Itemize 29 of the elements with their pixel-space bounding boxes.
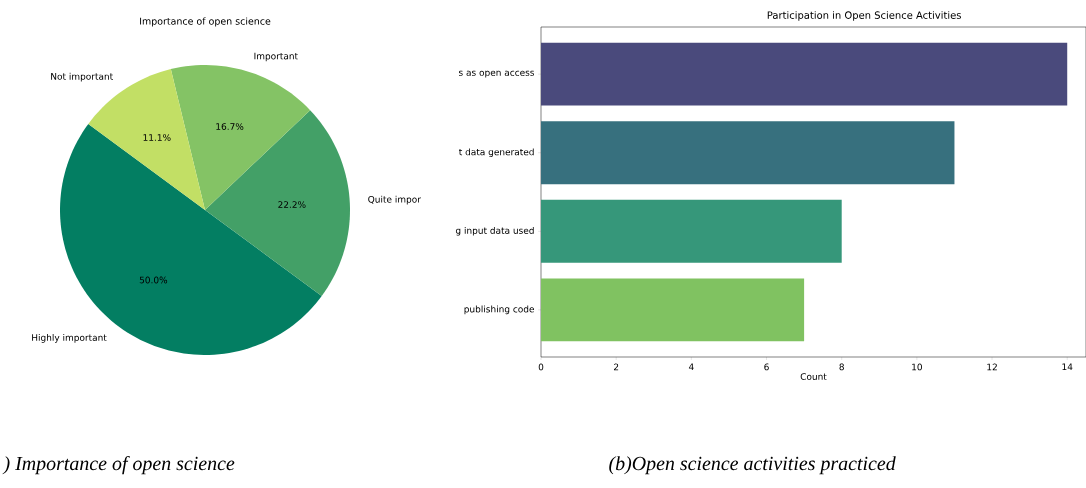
bar bbox=[541, 278, 805, 342]
x-tick-label: 6 bbox=[764, 363, 769, 371]
slice-label: Important bbox=[254, 52, 298, 62]
text: ) Importance of open science bbox=[2, 455, 235, 475]
data-label: 50.0% bbox=[139, 276, 168, 284]
data-label: 16.7% bbox=[216, 123, 244, 130]
y-tick-label: t data generated bbox=[459, 148, 534, 158]
bar bbox=[541, 42, 1068, 106]
x-tick-label: 2 bbox=[613, 363, 619, 371]
text: (b)Open science activities practiced bbox=[609, 456, 896, 475]
slice-label: Not important bbox=[51, 72, 113, 82]
y-tick-label: s as open access bbox=[458, 70, 535, 78]
x-tick-label: 4 bbox=[688, 363, 694, 371]
x-tick-label: 10 bbox=[912, 363, 922, 371]
slice-label: Highly important bbox=[32, 334, 107, 343]
chart-title: Participation in Open Science Activities bbox=[767, 11, 961, 21]
x-tick-label: 14 bbox=[1062, 363, 1073, 371]
x-tick-label: 8 bbox=[839, 363, 844, 371]
x-axis-title: Count bbox=[800, 373, 827, 380]
x-tick-label: 0 bbox=[538, 363, 544, 371]
slice-label: Quite impor bbox=[368, 195, 421, 205]
y-tick-label: g input data used bbox=[455, 226, 534, 236]
bar bbox=[541, 121, 955, 185]
data-label: 22.2% bbox=[278, 201, 306, 208]
y-tick-label: publishing code bbox=[464, 305, 535, 315]
x-tick-label: 12 bbox=[987, 363, 997, 371]
chart-title: Importance of open science bbox=[140, 17, 271, 27]
bar bbox=[541, 199, 842, 263]
data-label: 11.1% bbox=[143, 134, 171, 141]
